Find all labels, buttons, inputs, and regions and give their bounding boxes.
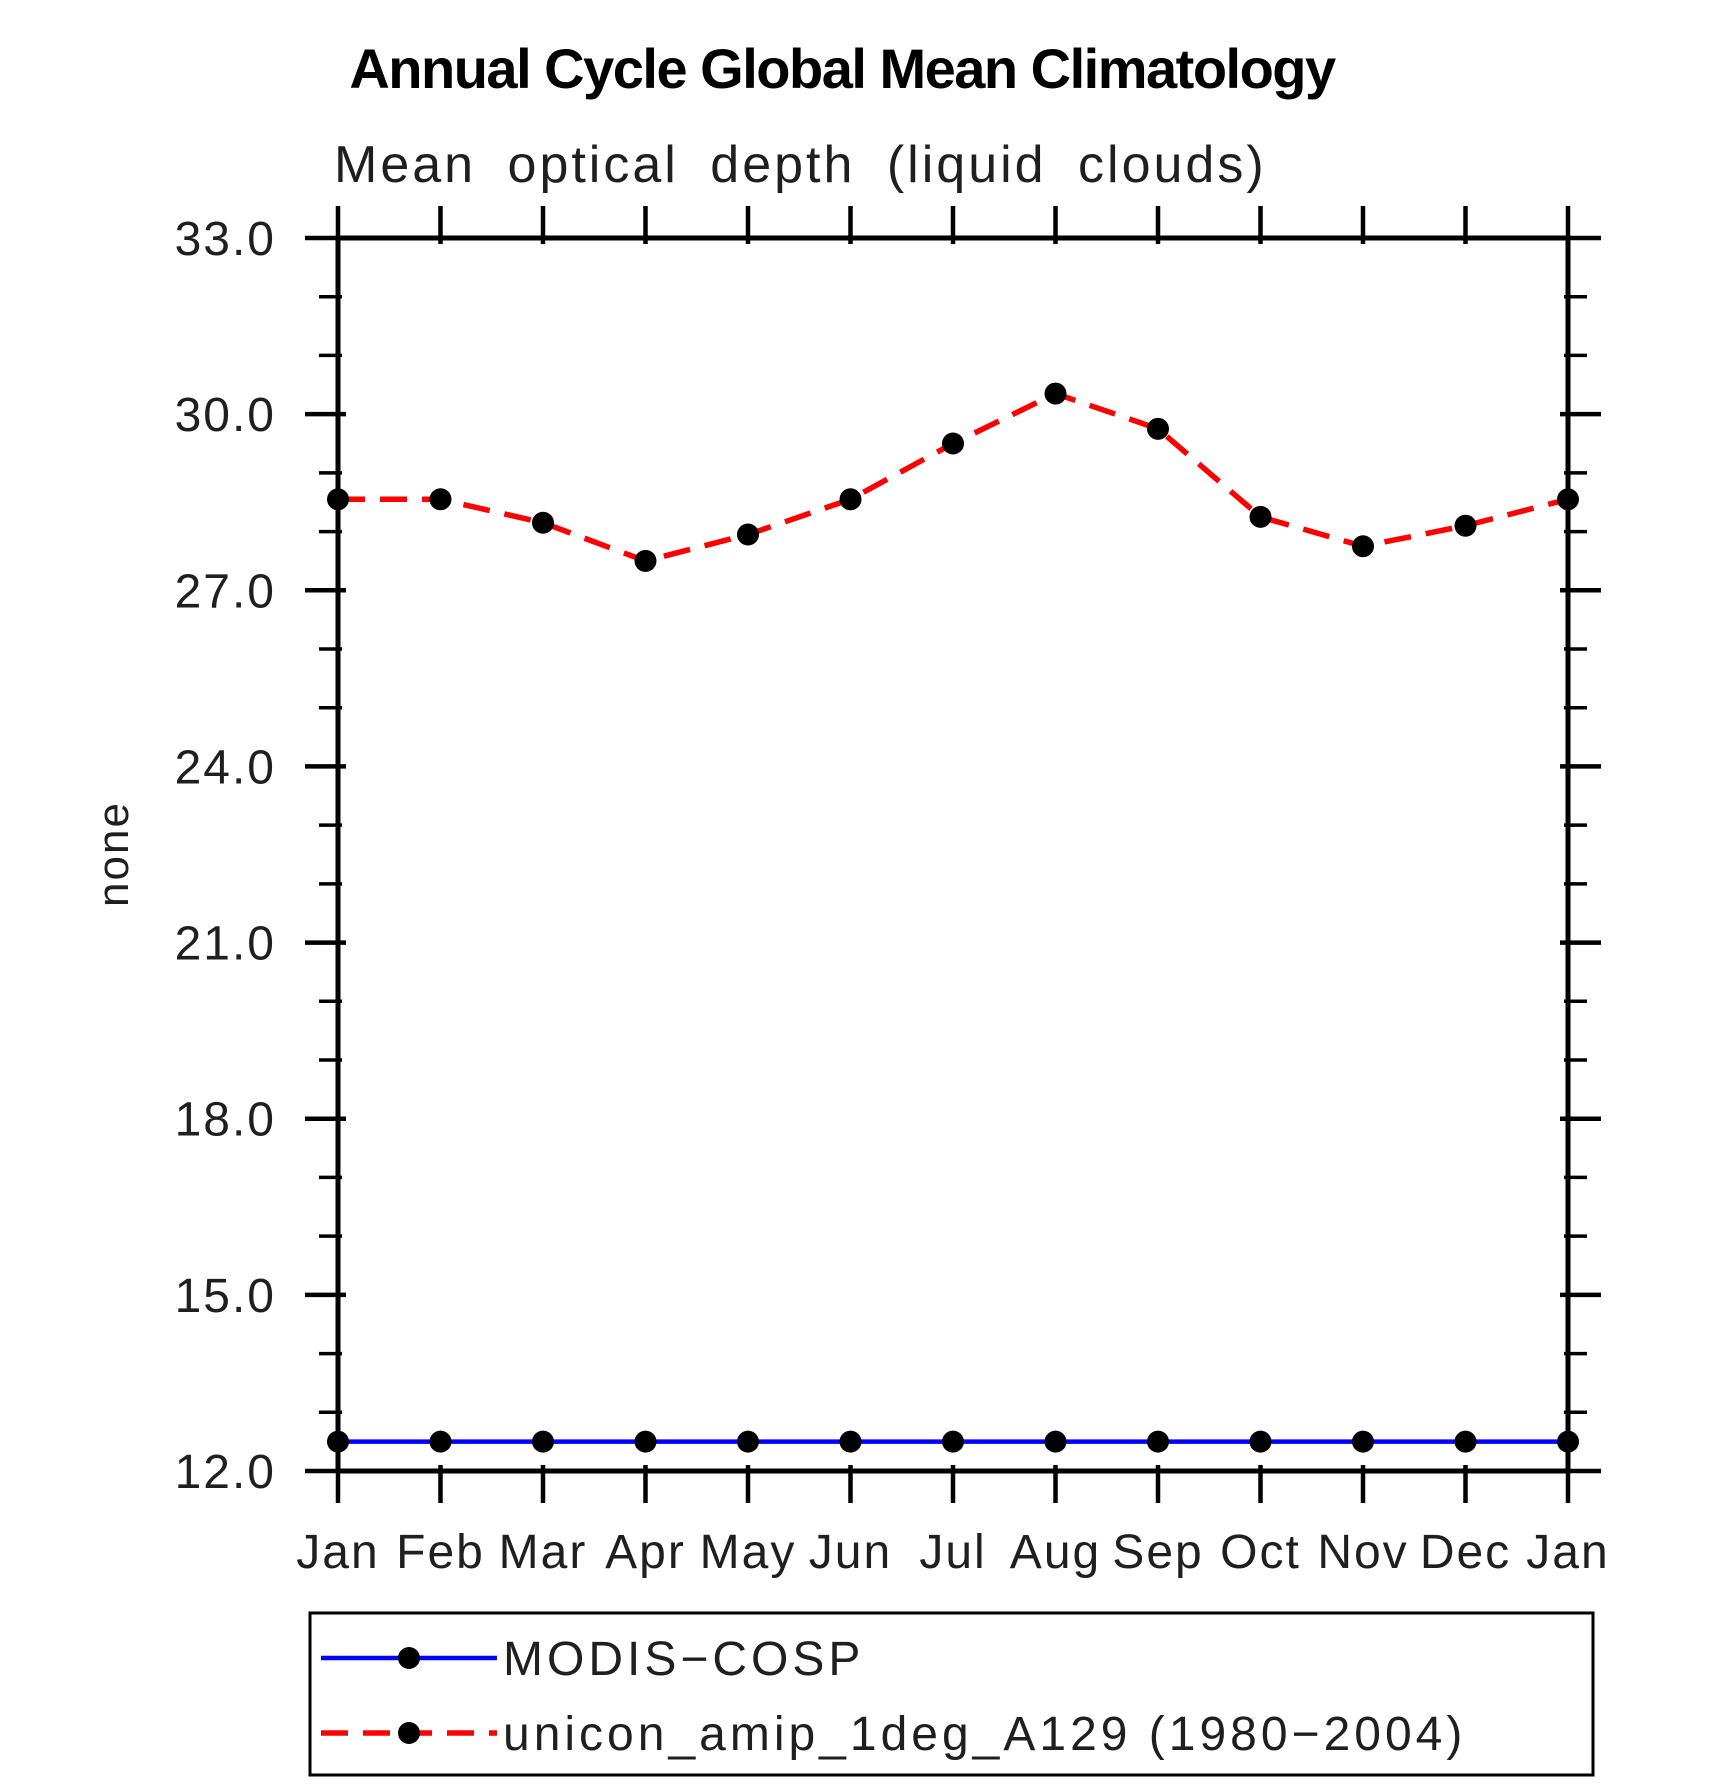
data-point-marker: [532, 1430, 554, 1453]
chart-title: Annual Cycle Global Mean Climatology: [349, 37, 1336, 100]
data-point-marker: [1147, 417, 1169, 440]
y-tick-label: 27.0: [175, 565, 276, 618]
legend-entry-label: MODIS−COSP: [503, 1633, 864, 1686]
plot-border: [335, 235, 1571, 1474]
data-point-marker: [1249, 505, 1272, 528]
y-tick-labels: 12.0 15.0 18.0 21.0 24.0 27.0 30.0 33.0: [175, 213, 276, 1499]
x-tick-label: Jan: [1526, 1526, 1609, 1579]
data-point-marker: [839, 488, 862, 511]
data-point-marker: [1147, 1430, 1169, 1453]
data-point-marker: [942, 1430, 964, 1453]
data-point-marker: [737, 523, 759, 546]
legend-entry-label: unicon_amip_1deg_A129 (1980−2004): [503, 1708, 1466, 1761]
data-point-marker: [634, 1430, 657, 1453]
y-tick-label: 18.0: [175, 1094, 276, 1147]
x-tick-label: Jul: [919, 1526, 986, 1579]
data-point-marker: [1352, 1430, 1374, 1453]
data-point-marker: [634, 549, 657, 572]
y-axis-label: none: [89, 801, 138, 907]
x-tick-label: Sep: [1112, 1526, 1203, 1579]
legend-border: [308, 1611, 1595, 1777]
chart-subtitle: Mean optical depth (liquid clouds): [334, 136, 1267, 194]
legend-marker-sample: [398, 1722, 420, 1744]
y-tick-label: 33.0: [175, 213, 276, 266]
x-tick-label: Aug: [1010, 1526, 1101, 1579]
data-point-marker: [839, 1430, 862, 1453]
y-tick-label: 24.0: [175, 741, 276, 794]
x-tick-label: Mar: [499, 1526, 588, 1579]
x-tick-label: Apr: [605, 1526, 686, 1579]
x-tick-labels: Jan Feb Mar Apr May Jun Jul Aug Sep Oct Nov Dec Jan: [296, 1526, 1609, 1579]
data-point-marker: [1249, 1430, 1272, 1453]
x-tick-label: Oct: [1220, 1526, 1301, 1579]
data-point-marker: [1454, 1430, 1477, 1453]
plot-box: [335, 235, 1571, 1474]
x-tick-label: Nov: [1317, 1526, 1408, 1579]
x-tick-label: Feb: [396, 1526, 485, 1579]
data-point-marker: [429, 488, 452, 511]
legend-box: MODIS−COSP unicon_amip_1deg_A129 (1980−20…: [308, 1611, 1595, 1777]
data-point-marker: [737, 1430, 759, 1453]
plot-series: [327, 382, 1579, 1453]
x-tick-label: Jun: [809, 1526, 892, 1579]
x-tick-label: Dec: [1420, 1526, 1511, 1579]
y-tick-label: 12.0: [175, 1446, 276, 1499]
data-point-marker: [1044, 382, 1067, 405]
y-tick-label: 30.0: [175, 389, 276, 442]
data-point-marker: [942, 432, 964, 455]
data-point-marker: [1352, 535, 1374, 558]
data-point-marker: [1454, 514, 1477, 537]
legend-marker-sample: [398, 1647, 420, 1669]
x-tick-label: May: [700, 1526, 797, 1579]
x-tick-label: Jan: [296, 1526, 379, 1579]
y-tick-label: 15.0: [175, 1270, 276, 1323]
y-tick-label: 21.0: [175, 918, 276, 971]
data-point-marker: [1044, 1430, 1067, 1453]
data-point-marker: [532, 511, 554, 534]
data-point-marker: [429, 1430, 452, 1453]
